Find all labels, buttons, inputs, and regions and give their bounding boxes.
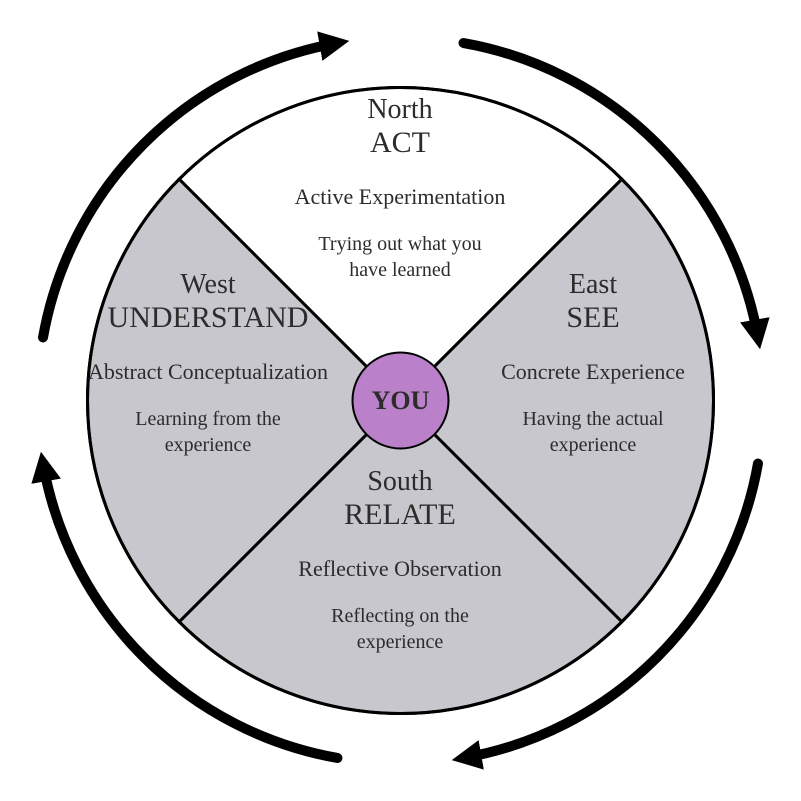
north-desc1: Trying out what you [318,233,481,255]
south-subtitle: Reflective Observation [298,556,501,581]
south-desc1: Reflecting on the [331,605,469,627]
center-hub-label: YOU [372,386,430,415]
west-subtitle: Abstract Conceptualization [88,359,328,384]
east-desc2: experience [550,434,637,456]
south-title: RELATE [344,498,456,531]
west-title: UNDERSTAND [108,301,309,334]
west-desc2: experience [165,434,252,456]
east-subtitle: Concrete Experience [501,359,685,384]
south-direction: South [367,466,432,497]
east-desc1: Having the actual [522,408,663,430]
west-direction: West [180,269,236,300]
north-desc2: have learned [349,259,451,281]
north-title: ACT [370,126,430,159]
west-desc1: Learning from the [135,408,281,430]
learning-cycle-diagram: YOU North ACT Active Experimentation Try… [0,0,801,801]
north-subtitle: Active Experimentation [295,184,506,209]
north-direction: North [367,94,432,125]
south-desc2: experience [357,631,444,653]
east-direction: East [569,269,617,300]
east-title: SEE [566,301,619,334]
